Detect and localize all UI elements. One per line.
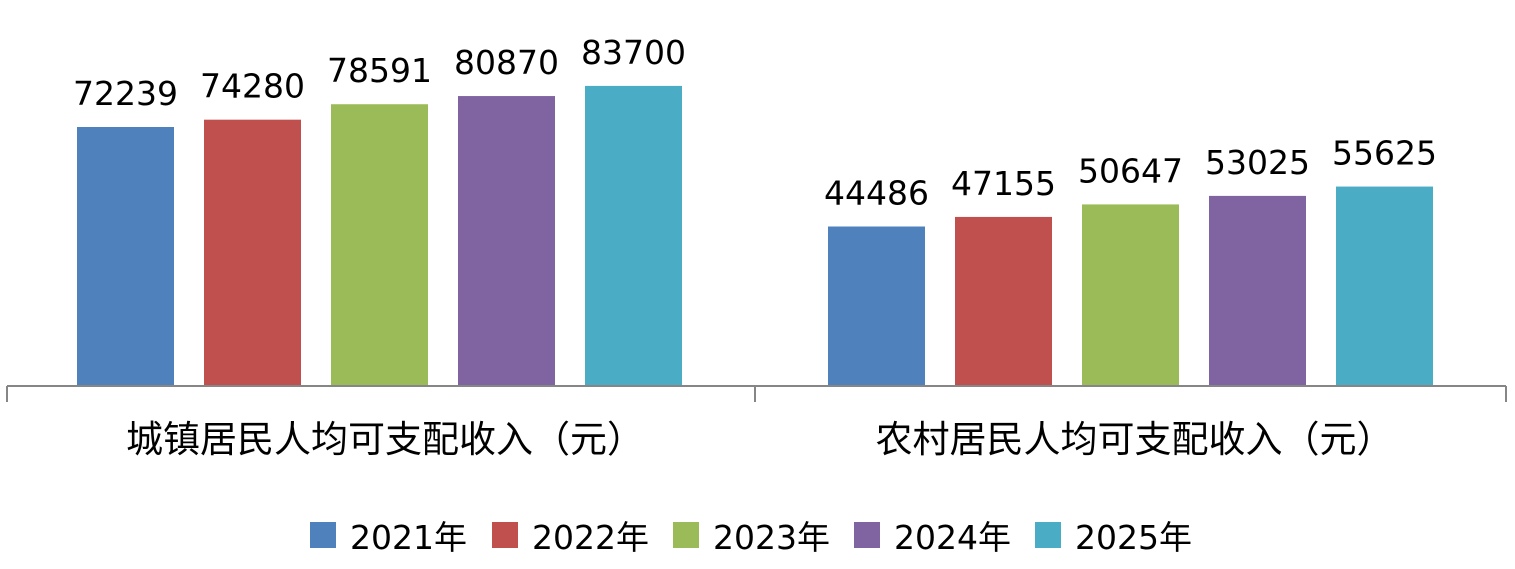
legend-swatch	[673, 522, 699, 548]
legend-swatch	[310, 522, 336, 548]
value-labels-layer: 72239 74280 78591 80870 83700 44486 47155 50647…	[73, 33, 1437, 213]
category-axis	[6, 385, 1507, 402]
legend-label: 2022年	[532, 518, 649, 557]
category-label: 城镇居民人均可支配收入（元）	[126, 418, 644, 461]
data-label: 83700	[581, 33, 686, 72]
data-label: 53025	[1205, 143, 1310, 182]
data-label: 44486	[824, 174, 929, 213]
legend: 2021年 2022年 2023年 2024年 2025年	[310, 518, 1192, 557]
bar-2023年-1	[1082, 204, 1179, 386]
legend-swatch	[1035, 522, 1061, 548]
bars-layer	[77, 85, 1433, 387]
legend-label: 2021年	[350, 518, 467, 557]
bar-2022年-1	[955, 216, 1052, 386]
legend-label: 2025年	[1075, 518, 1192, 557]
bar-2021年-1	[828, 226, 925, 386]
data-label: 78591	[327, 51, 432, 90]
bar-2024年-1	[1209, 195, 1306, 386]
category-label: 农村居民人均可支配收入（元）	[876, 418, 1394, 461]
bar-2025年-0	[585, 85, 682, 387]
data-label: 55625	[1332, 134, 1437, 173]
bar-2025年-1	[1336, 186, 1433, 386]
bar-2024年-0	[458, 96, 555, 387]
data-label: 50647	[1078, 151, 1183, 190]
data-label: 47155	[951, 164, 1056, 203]
legend-label: 2023年	[713, 518, 830, 557]
bar-2022年-0	[204, 119, 301, 386]
category-labels: 城镇居民人均可支配收入（元） 农村居民人均可支配收入（元）	[126, 418, 1394, 461]
bar-2023年-0	[331, 104, 428, 386]
legend-swatch	[492, 522, 518, 548]
data-label: 80870	[454, 43, 559, 82]
data-label: 72239	[73, 74, 178, 113]
data-label: 74280	[200, 67, 305, 106]
bar-2021年-0	[77, 127, 174, 386]
legend-label: 2024年	[894, 518, 1011, 557]
legend-swatch	[854, 522, 880, 548]
